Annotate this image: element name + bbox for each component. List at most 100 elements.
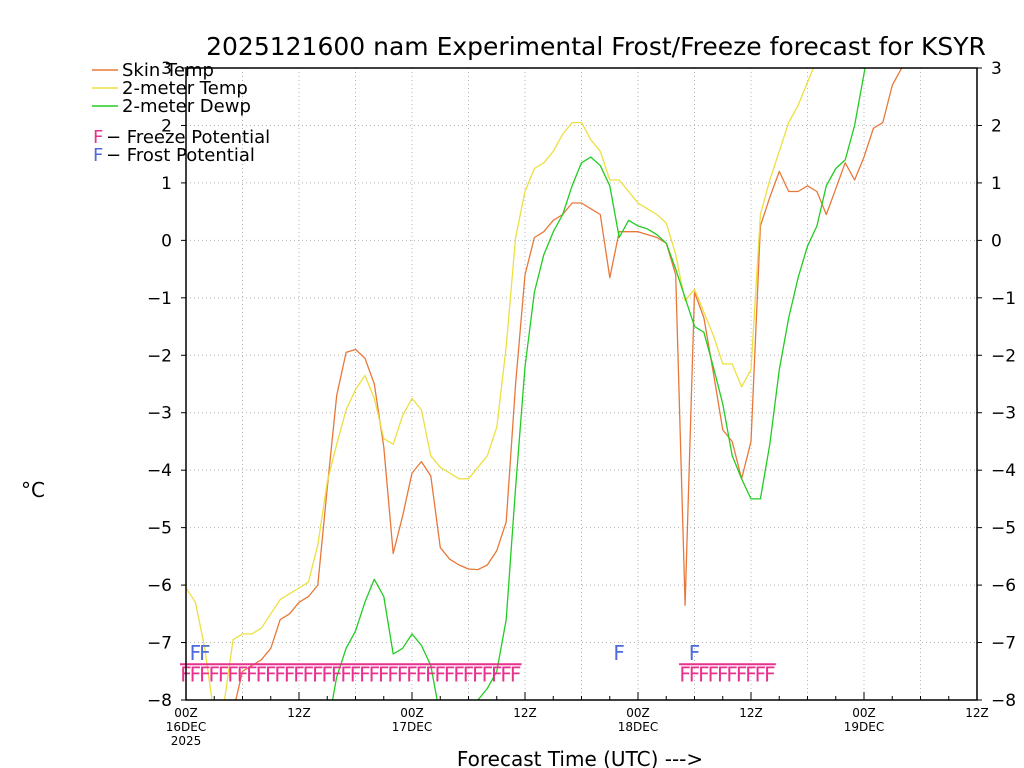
legend-label: 2-meter Dewp — [122, 96, 251, 117]
freeze-marker: F — [208, 662, 220, 686]
freeze-marker: F — [689, 662, 701, 686]
y-tick-label: −4 — [147, 461, 172, 481]
y-axis-right: −8 −7 −6 −5 −4 −3 −2 −1 0 1 2 3 — [977, 59, 1016, 711]
y-tick-label: −1 — [147, 289, 172, 309]
y-tick-label: 2 — [161, 116, 172, 136]
freeze-marker: F — [736, 662, 748, 686]
y-tick-label: 0 — [991, 231, 1002, 251]
series-lines — [186, 68, 903, 700]
freeze-marker: F — [293, 662, 305, 686]
frost-marker: F — [613, 641, 625, 665]
freeze-marker: F — [463, 662, 475, 686]
x-tick-label: 00Z — [626, 706, 650, 720]
x-tick-date: 17DEC — [392, 720, 432, 734]
grid-lines — [186, 68, 977, 700]
y-tick-label: −1 — [991, 289, 1016, 309]
freeze-marker: F — [387, 662, 399, 686]
freeze-marker: F — [500, 662, 512, 686]
freeze-marker: F — [321, 662, 333, 686]
y-tick-label: −8 — [991, 691, 1016, 711]
x-tick-label: 00Z — [400, 706, 424, 720]
frost-marker: F — [190, 641, 202, 665]
freeze-marker: F — [491, 662, 503, 686]
freeze-marker: F — [406, 662, 418, 686]
freeze-marker: F — [350, 662, 362, 686]
freeze-marker: F — [708, 662, 720, 686]
x-tick-label: 12Z — [739, 706, 763, 720]
x-tick-label: 00Z — [852, 706, 876, 720]
y-tick-label: 1 — [161, 174, 172, 194]
y-tick-label: −2 — [991, 346, 1016, 366]
legend-marker-label: − Freeze Potential — [106, 127, 270, 148]
x-tick-label: 12Z — [965, 706, 989, 720]
plot-frame — [185, 67, 978, 701]
freeze-marker: F — [397, 662, 409, 686]
y-tick-label: −7 — [147, 634, 172, 654]
series-line-2-meter-dewp — [331, 68, 866, 700]
freeze-marker: F — [303, 662, 315, 686]
legend-marker-letter: F — [93, 145, 103, 166]
x-tick-year: 2025 — [171, 734, 202, 748]
y-tick-label: 0 — [161, 231, 172, 251]
y-tick-label: −5 — [991, 519, 1016, 539]
freeze-marker: F — [199, 662, 211, 686]
frost-marker: F — [199, 641, 211, 665]
y-axis-label: °C — [21, 478, 45, 502]
x-tick-label: 12Z — [287, 706, 311, 720]
y-tick-label: −3 — [147, 404, 172, 424]
freeze-marker: F — [698, 662, 710, 686]
legend-label: Skin Temp — [122, 60, 214, 81]
freeze-marker: F — [190, 662, 202, 686]
freeze-marker: F — [256, 662, 268, 686]
freeze-marker: F — [444, 662, 456, 686]
freeze-marker: F — [331, 662, 343, 686]
freeze-marker: F — [434, 662, 446, 686]
freeze-marker: F — [453, 662, 465, 686]
freeze-marker: F — [425, 662, 437, 686]
y-tick-label: −5 — [147, 519, 172, 539]
y-tick-label: −4 — [991, 461, 1016, 481]
y-tick-label: 3 — [161, 59, 172, 79]
freeze-marker: F — [482, 662, 494, 686]
freeze-marker: F — [416, 662, 428, 686]
y-tick-label: −2 — [147, 346, 172, 366]
freeze-marker: F — [227, 662, 239, 686]
y-tick-label: −7 — [991, 634, 1016, 654]
freeze-marker: F — [237, 662, 249, 686]
x-tick-label: 00Z — [174, 706, 198, 720]
y-tick-label: 2 — [991, 116, 1002, 136]
freeze-marker: F — [510, 662, 522, 686]
y-tick-label: −3 — [991, 404, 1016, 424]
freeze-marker: F — [764, 662, 776, 686]
freeze-marker: F — [472, 662, 484, 686]
x-tick-label: 12Z — [513, 706, 537, 720]
y-axis-left: −8 −7 −6 −5 −4 −3 −2 −1 0 1 2 3 — [147, 59, 950, 711]
x-tick-date: 19DEC — [844, 720, 884, 734]
series-line-2-meter-temp — [186, 68, 815, 700]
legend-label: 2-meter Temp — [122, 78, 248, 99]
freeze-marker: F — [359, 662, 371, 686]
freeze-marker: F — [679, 662, 691, 686]
freeze-marker: F — [340, 662, 352, 686]
legend-marker-letter: F — [93, 127, 103, 148]
chart-title: 2025121600 nam Experimental Frost/Freeze… — [206, 32, 986, 61]
freeze-marker: F — [369, 662, 381, 686]
y-tick-label: −8 — [147, 691, 172, 711]
freeze-marker: F — [378, 662, 390, 686]
frost-marker: F — [689, 641, 701, 665]
freeze-marker: F — [265, 662, 277, 686]
freeze-marker: F — [755, 662, 767, 686]
x-tick-date: 18DEC — [618, 720, 658, 734]
freeze-marker: F — [284, 662, 296, 686]
freeze-marker: F — [312, 662, 324, 686]
freeze-marker: F — [274, 662, 286, 686]
y-tick-label: −6 — [147, 576, 172, 596]
y-tick-label: 3 — [991, 59, 1002, 79]
y-tick-label: −6 — [991, 576, 1016, 596]
x-tick-date: 16DEC — [166, 720, 206, 734]
freeze-marker: F — [726, 662, 738, 686]
